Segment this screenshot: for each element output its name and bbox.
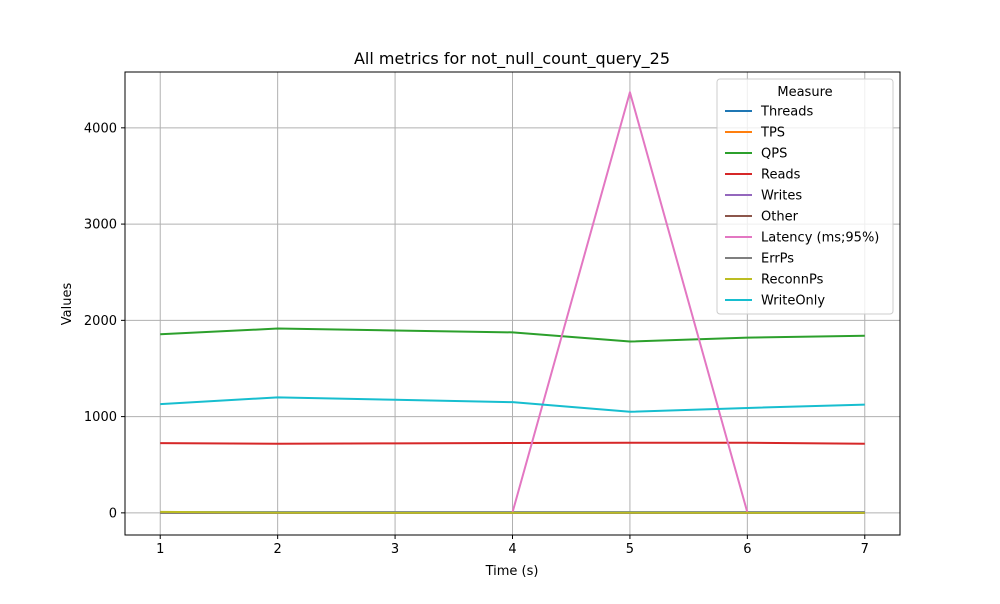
chart-title: All metrics for not_null_count_query_25 [354, 49, 670, 69]
legend: Measure Threads TPS QPS Reads Writes Other Lat… [716, 78, 894, 315]
legend-item-reconnps: ReconnPs [725, 273, 824, 288]
legend-box [716, 78, 894, 315]
legend-item-writeonly: WriteOnly [725, 294, 825, 309]
legend-item-latency-ms-95: Latency (ms;95%) [725, 231, 879, 246]
y-tick-label: 4000 [84, 121, 117, 136]
series-line-writeonly [160, 396, 865, 413]
legend-item-writes: Writes [725, 189, 802, 204]
series-layer [160, 91, 865, 514]
y-axis-label: Values [60, 283, 75, 326]
y-tick-label: 2000 [84, 314, 117, 329]
series-reconnps [160, 510, 865, 514]
legend-label: WriteOnly [761, 294, 825, 309]
legend-item-threads: Threads [725, 105, 813, 120]
x-tick-label: 2 [274, 542, 282, 557]
legend-item-qps: QPS [725, 147, 787, 162]
legend-label: TPS [760, 126, 785, 141]
x-tick-label: 4 [508, 542, 516, 557]
legend-item-tps: TPS [725, 126, 785, 141]
x-tick-label: 5 [626, 542, 634, 557]
series-qps [160, 327, 865, 343]
legend-items: Threads TPS QPS Reads Writes Other Latency (ms… [725, 105, 879, 309]
y-tick-label: 0 [109, 506, 117, 521]
legend-label: ErrPs [761, 252, 794, 267]
legend-label: Writes [761, 189, 802, 204]
series-line-qps [160, 327, 865, 343]
legend-label: QPS [761, 147, 787, 162]
legend-label: Other [761, 210, 799, 225]
x-tick-label: 7 [861, 542, 869, 557]
legend-item-other: Other [725, 210, 799, 225]
x-tick-label: 3 [391, 542, 399, 557]
series-line-reads [160, 441, 865, 445]
series-writeonly [160, 396, 865, 413]
x-tick-label: 6 [743, 542, 751, 557]
series-line-reconnps [160, 510, 865, 514]
legend-title: Measure [777, 85, 832, 100]
tick-layer: 1 2 3 4 5 6 7 0 1000 2000 3000 4000 [84, 121, 869, 557]
x-tick-label: 1 [156, 542, 164, 557]
y-tick-label: 3000 [84, 218, 117, 233]
x-axis-label: Time (s) [485, 564, 539, 579]
legend-label: ReconnPs [761, 273, 824, 288]
y-tick-label: 1000 [84, 410, 117, 425]
series-line-latency-ms-95 [511, 91, 749, 513]
series-latency-ms-95 [511, 91, 749, 513]
legend-label: Reads [761, 168, 801, 183]
series-reads [160, 441, 865, 445]
legend-label: Threads [760, 105, 813, 120]
legend-item-reads: Reads [725, 168, 801, 183]
legend-item-errps: ErrPs [725, 252, 794, 267]
legend-label: Latency (ms;95%) [761, 231, 879, 246]
